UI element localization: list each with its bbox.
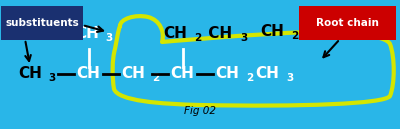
Text: CH: CH [215,67,239,82]
Text: CH: CH [163,26,187,42]
Text: 3: 3 [241,33,248,43]
Text: substituents: substituents [5,18,79,28]
Text: CH: CH [18,67,42,82]
Text: CH: CH [121,67,145,82]
Text: CH: CH [260,25,284,39]
Text: Root chain: Root chain [316,18,378,28]
Text: CH: CH [300,25,329,39]
Text: CH: CH [170,67,194,82]
FancyBboxPatch shape [1,6,83,40]
Text: CH: CH [255,67,279,82]
FancyBboxPatch shape [299,6,396,40]
Text: 3: 3 [286,73,293,83]
Text: 3: 3 [338,31,345,41]
Text: 2: 2 [246,73,253,83]
Text: 3: 3 [49,73,56,83]
Text: 2: 2 [194,33,201,43]
Text: 2: 2 [152,73,159,83]
Text: CH: CH [76,67,100,82]
Text: Fig 02: Fig 02 [184,106,216,116]
Text: 3: 3 [106,33,113,43]
Text: 2: 2 [291,31,298,41]
Text: CH: CH [203,26,232,42]
Text: CH: CH [75,26,99,42]
